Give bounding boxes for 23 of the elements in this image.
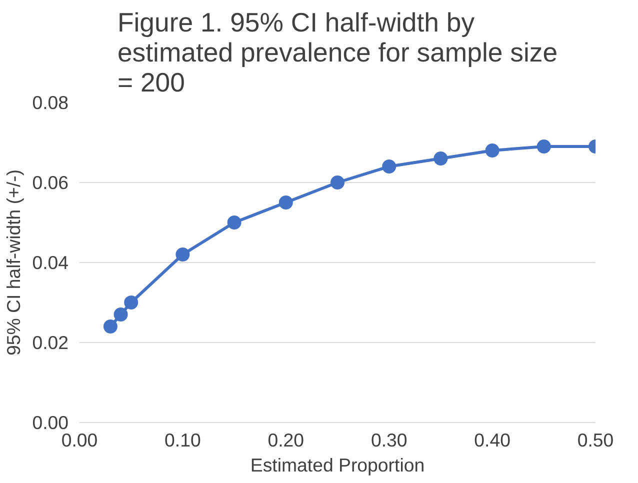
point bbox=[227, 216, 242, 230]
point bbox=[434, 152, 448, 166]
point bbox=[176, 248, 190, 262]
y-axis-title: 95% CI half-width (+/-) bbox=[3, 169, 24, 356]
x-axis-title: Estimated Proportion bbox=[250, 454, 425, 476]
point bbox=[536, 140, 551, 154]
x-tick-label: 0.20 bbox=[268, 430, 304, 450]
y-tick-label: 0.04 bbox=[32, 252, 68, 273]
chart-title: Figure 1. 95% CI half-width by estimated prevalence for sample size = 200 bbox=[117, 8, 558, 98]
point bbox=[485, 144, 500, 158]
point bbox=[103, 320, 118, 334]
point bbox=[114, 308, 128, 322]
x-tick-label: 0.40 bbox=[474, 430, 510, 450]
point bbox=[124, 296, 138, 310]
y-tick-label: 0.02 bbox=[32, 332, 68, 353]
point bbox=[330, 176, 344, 190]
y-tick-label: 0.06 bbox=[32, 172, 68, 193]
point bbox=[278, 196, 293, 210]
x-tick-label: 0.10 bbox=[164, 430, 201, 450]
point bbox=[382, 160, 396, 174]
y-tick-label: 0.08 bbox=[32, 92, 68, 113]
x-tick-label: 0.30 bbox=[370, 430, 408, 450]
x-tick-label: 0.50 bbox=[577, 430, 614, 450]
